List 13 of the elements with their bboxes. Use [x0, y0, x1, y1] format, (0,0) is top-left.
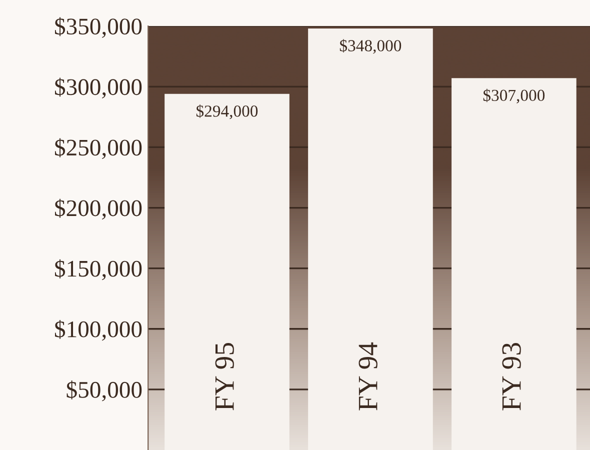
x-tick-label: FY 93: [502, 343, 521, 410]
x-tick-label: FY 94: [358, 342, 378, 410]
x-tick-label: FY 95: [215, 343, 234, 410]
y-tick-label: $250,000: [55, 138, 142, 160]
data-label: $348,000: [340, 39, 402, 54]
y-tick-label: $350,000: [55, 17, 142, 38]
y-tick-label: $150,000: [55, 259, 142, 280]
y-tick-label: $100,000: [55, 320, 142, 341]
y-tick-label: $50,000: [66, 380, 142, 402]
data-label: $307,000: [483, 88, 545, 104]
y-tick-label: $200,000: [55, 198, 142, 220]
data-label: $294,000: [196, 104, 258, 120]
y-tick-label: $300,000: [55, 78, 142, 98]
